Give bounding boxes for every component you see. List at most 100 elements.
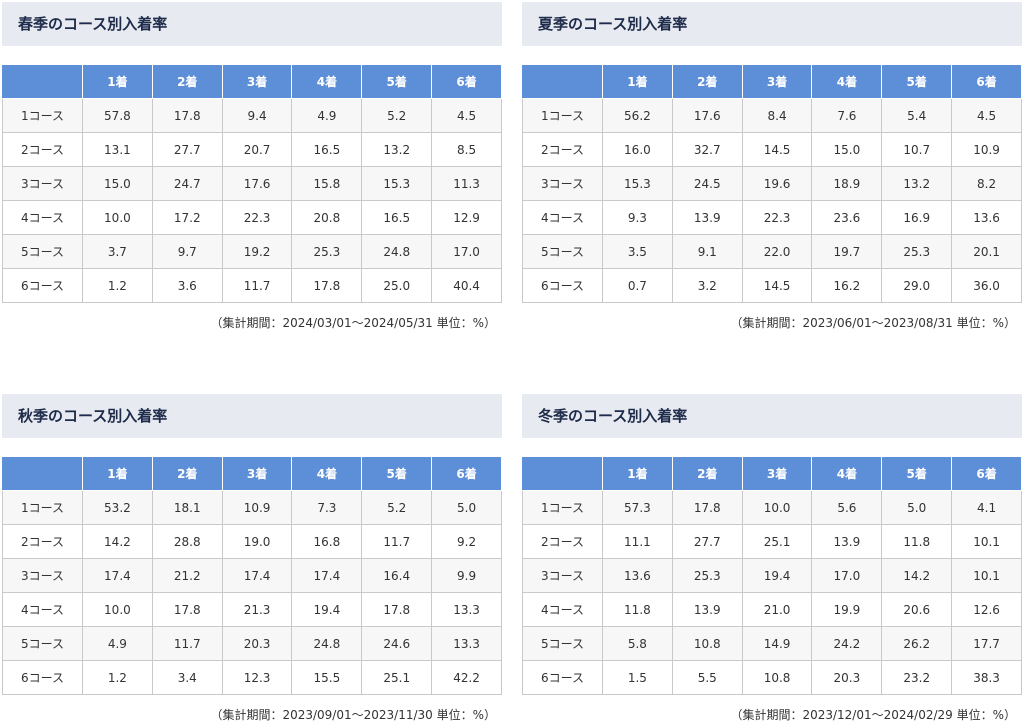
header-cell: 4着 <box>811 64 883 99</box>
rate-cell: 10.7 <box>881 132 953 167</box>
rate-cell: 4.1 <box>951 490 1022 525</box>
rate-cell: 16.5 <box>361 200 433 235</box>
rate-cell: 5.6 <box>811 490 883 525</box>
rate-cell: 32.7 <box>671 132 743 167</box>
rate-cell: 17.8 <box>361 592 433 627</box>
row-label: 6コース <box>2 660 83 695</box>
rate-cell: 0.7 <box>602 268 673 303</box>
rate-cell: 17.0 <box>431 234 502 269</box>
rate-cell: 20.3 <box>221 626 293 661</box>
rate-cell: 9.1 <box>671 234 743 269</box>
header-cell: 1着 <box>602 64 673 99</box>
header-row: 1着 2着 3着 4着 5着 6着 <box>2 64 502 99</box>
rate-cell: 7.6 <box>811 98 883 133</box>
rate-cell: 5.2 <box>361 98 433 133</box>
rate-cell: 19.7 <box>811 234 883 269</box>
header-cell: 3着 <box>741 456 813 491</box>
rate-cell: 24.6 <box>361 626 433 661</box>
row-label: 1コース <box>522 98 603 133</box>
table-panel: 春季のコース別入着率 1着 2着 3着 4着 5着 6着 1コース 57.8 17.8 9.4 4.9… <box>2 2 502 330</box>
rate-table: 1着 2着 3着 4着 5着 6着 1コース 53.2 18.1 10.9 7.3 5.2 5.0 2コー… <box>2 456 502 695</box>
rate-cell: 19.4 <box>291 592 363 627</box>
rate-cell: 9.3 <box>602 200 673 235</box>
row-label: 3コース <box>2 558 83 593</box>
rate-cell: 25.1 <box>741 524 813 559</box>
rate-cell: 13.1 <box>82 132 153 167</box>
rate-cell: 10.0 <box>82 200 153 235</box>
header-cell: 5着 <box>881 456 953 491</box>
row-label: 6コース <box>522 268 603 303</box>
rate-cell: 10.0 <box>82 592 153 627</box>
data-row: 6コース 1.5 5.5 10.8 20.3 23.2 38.3 <box>522 660 1022 695</box>
rate-cell: 14.2 <box>82 524 153 559</box>
data-row: 4コース 10.0 17.8 21.3 19.4 17.8 13.3 <box>2 592 502 627</box>
rate-cell: 9.9 <box>431 558 502 593</box>
rate-cell: 13.2 <box>361 132 433 167</box>
header-row: 1着 2着 3着 4着 5着 6着 <box>2 456 502 491</box>
rate-cell: 11.8 <box>881 524 953 559</box>
rate-cell: 22.0 <box>741 234 813 269</box>
rate-cell: 13.6 <box>951 200 1022 235</box>
corner-cell <box>522 64 603 99</box>
rate-cell: 3.2 <box>671 268 743 303</box>
rate-cell: 15.8 <box>291 166 363 201</box>
row-label: 5コース <box>2 234 83 269</box>
rate-cell: 21.3 <box>221 592 293 627</box>
rate-cell: 12.6 <box>951 592 1022 627</box>
rate-cell: 20.8 <box>291 200 363 235</box>
rate-cell: 13.3 <box>431 626 502 661</box>
rate-cell: 10.8 <box>671 626 743 661</box>
rate-cell: 57.8 <box>82 98 153 133</box>
rate-cell: 4.5 <box>431 98 502 133</box>
rate-cell: 5.2 <box>361 490 433 525</box>
rate-cell: 24.8 <box>291 626 363 661</box>
row-label: 2コース <box>2 524 83 559</box>
data-row: 4コース 11.8 13.9 21.0 19.9 20.6 12.6 <box>522 592 1022 627</box>
rate-cell: 22.3 <box>221 200 293 235</box>
rate-cell: 17.8 <box>151 592 223 627</box>
table-panel: 秋季のコース別入着率 1着 2着 3着 4着 5着 6着 1コース 53.2 18.1 10.9 7.… <box>2 394 502 722</box>
data-row: 2コース 13.1 27.7 20.7 16.5 13.2 8.5 <box>2 132 502 167</box>
rate-cell: 19.0 <box>221 524 293 559</box>
rate-cell: 25.1 <box>361 660 433 695</box>
header-cell: 6着 <box>951 456 1022 491</box>
data-row: 3コース 17.4 21.2 17.4 17.4 16.4 9.9 <box>2 558 502 593</box>
panel-title: 春季のコース別入着率 <box>2 2 502 46</box>
rate-cell: 9.7 <box>151 234 223 269</box>
rate-cell: 10.9 <box>951 132 1022 167</box>
rate-cell: 8.5 <box>431 132 502 167</box>
header-cell: 4着 <box>291 456 363 491</box>
rate-cell: 25.3 <box>881 234 953 269</box>
data-row: 1コース 53.2 18.1 10.9 7.3 5.2 5.0 <box>2 490 502 525</box>
panel-title: 冬季のコース別入着率 <box>522 394 1022 438</box>
data-row: 1コース 56.2 17.6 8.4 7.6 5.4 4.5 <box>522 98 1022 133</box>
rate-cell: 17.8 <box>671 490 743 525</box>
rate-cell: 5.5 <box>671 660 743 695</box>
rate-cell: 11.8 <box>602 592 673 627</box>
rate-cell: 16.9 <box>881 200 953 235</box>
rate-cell: 17.6 <box>671 98 743 133</box>
row-label: 6コース <box>522 660 603 695</box>
rate-cell: 15.3 <box>602 166 673 201</box>
data-row: 2コース 11.1 27.7 25.1 13.9 11.8 10.1 <box>522 524 1022 559</box>
rate-cell: 3.6 <box>151 268 223 303</box>
rate-cell: 16.8 <box>291 524 363 559</box>
rate-cell: 17.6 <box>221 166 293 201</box>
rate-cell: 53.2 <box>82 490 153 525</box>
rate-table: 1着 2着 3着 4着 5着 6着 1コース 57.8 17.8 9.4 4.9 5.2 4.5 2コース… <box>2 64 502 303</box>
data-row: 6コース 1.2 3.4 12.3 15.5 25.1 42.2 <box>2 660 502 695</box>
data-row: 6コース 1.2 3.6 11.7 17.8 25.0 40.4 <box>2 268 502 303</box>
rate-cell: 27.7 <box>671 524 743 559</box>
rate-cell: 13.9 <box>671 592 743 627</box>
rate-cell: 3.7 <box>82 234 153 269</box>
rate-cell: 28.8 <box>151 524 223 559</box>
header-cell: 5着 <box>881 64 953 99</box>
rate-cell: 24.2 <box>811 626 883 661</box>
rate-cell: 42.2 <box>431 660 502 695</box>
corner-cell <box>522 456 603 491</box>
rate-cell: 9.2 <box>431 524 502 559</box>
rate-cell: 17.2 <box>151 200 223 235</box>
header-cell: 5着 <box>361 64 433 99</box>
row-label: 3コース <box>522 558 603 593</box>
data-row: 2コース 14.2 28.8 19.0 16.8 11.7 9.2 <box>2 524 502 559</box>
